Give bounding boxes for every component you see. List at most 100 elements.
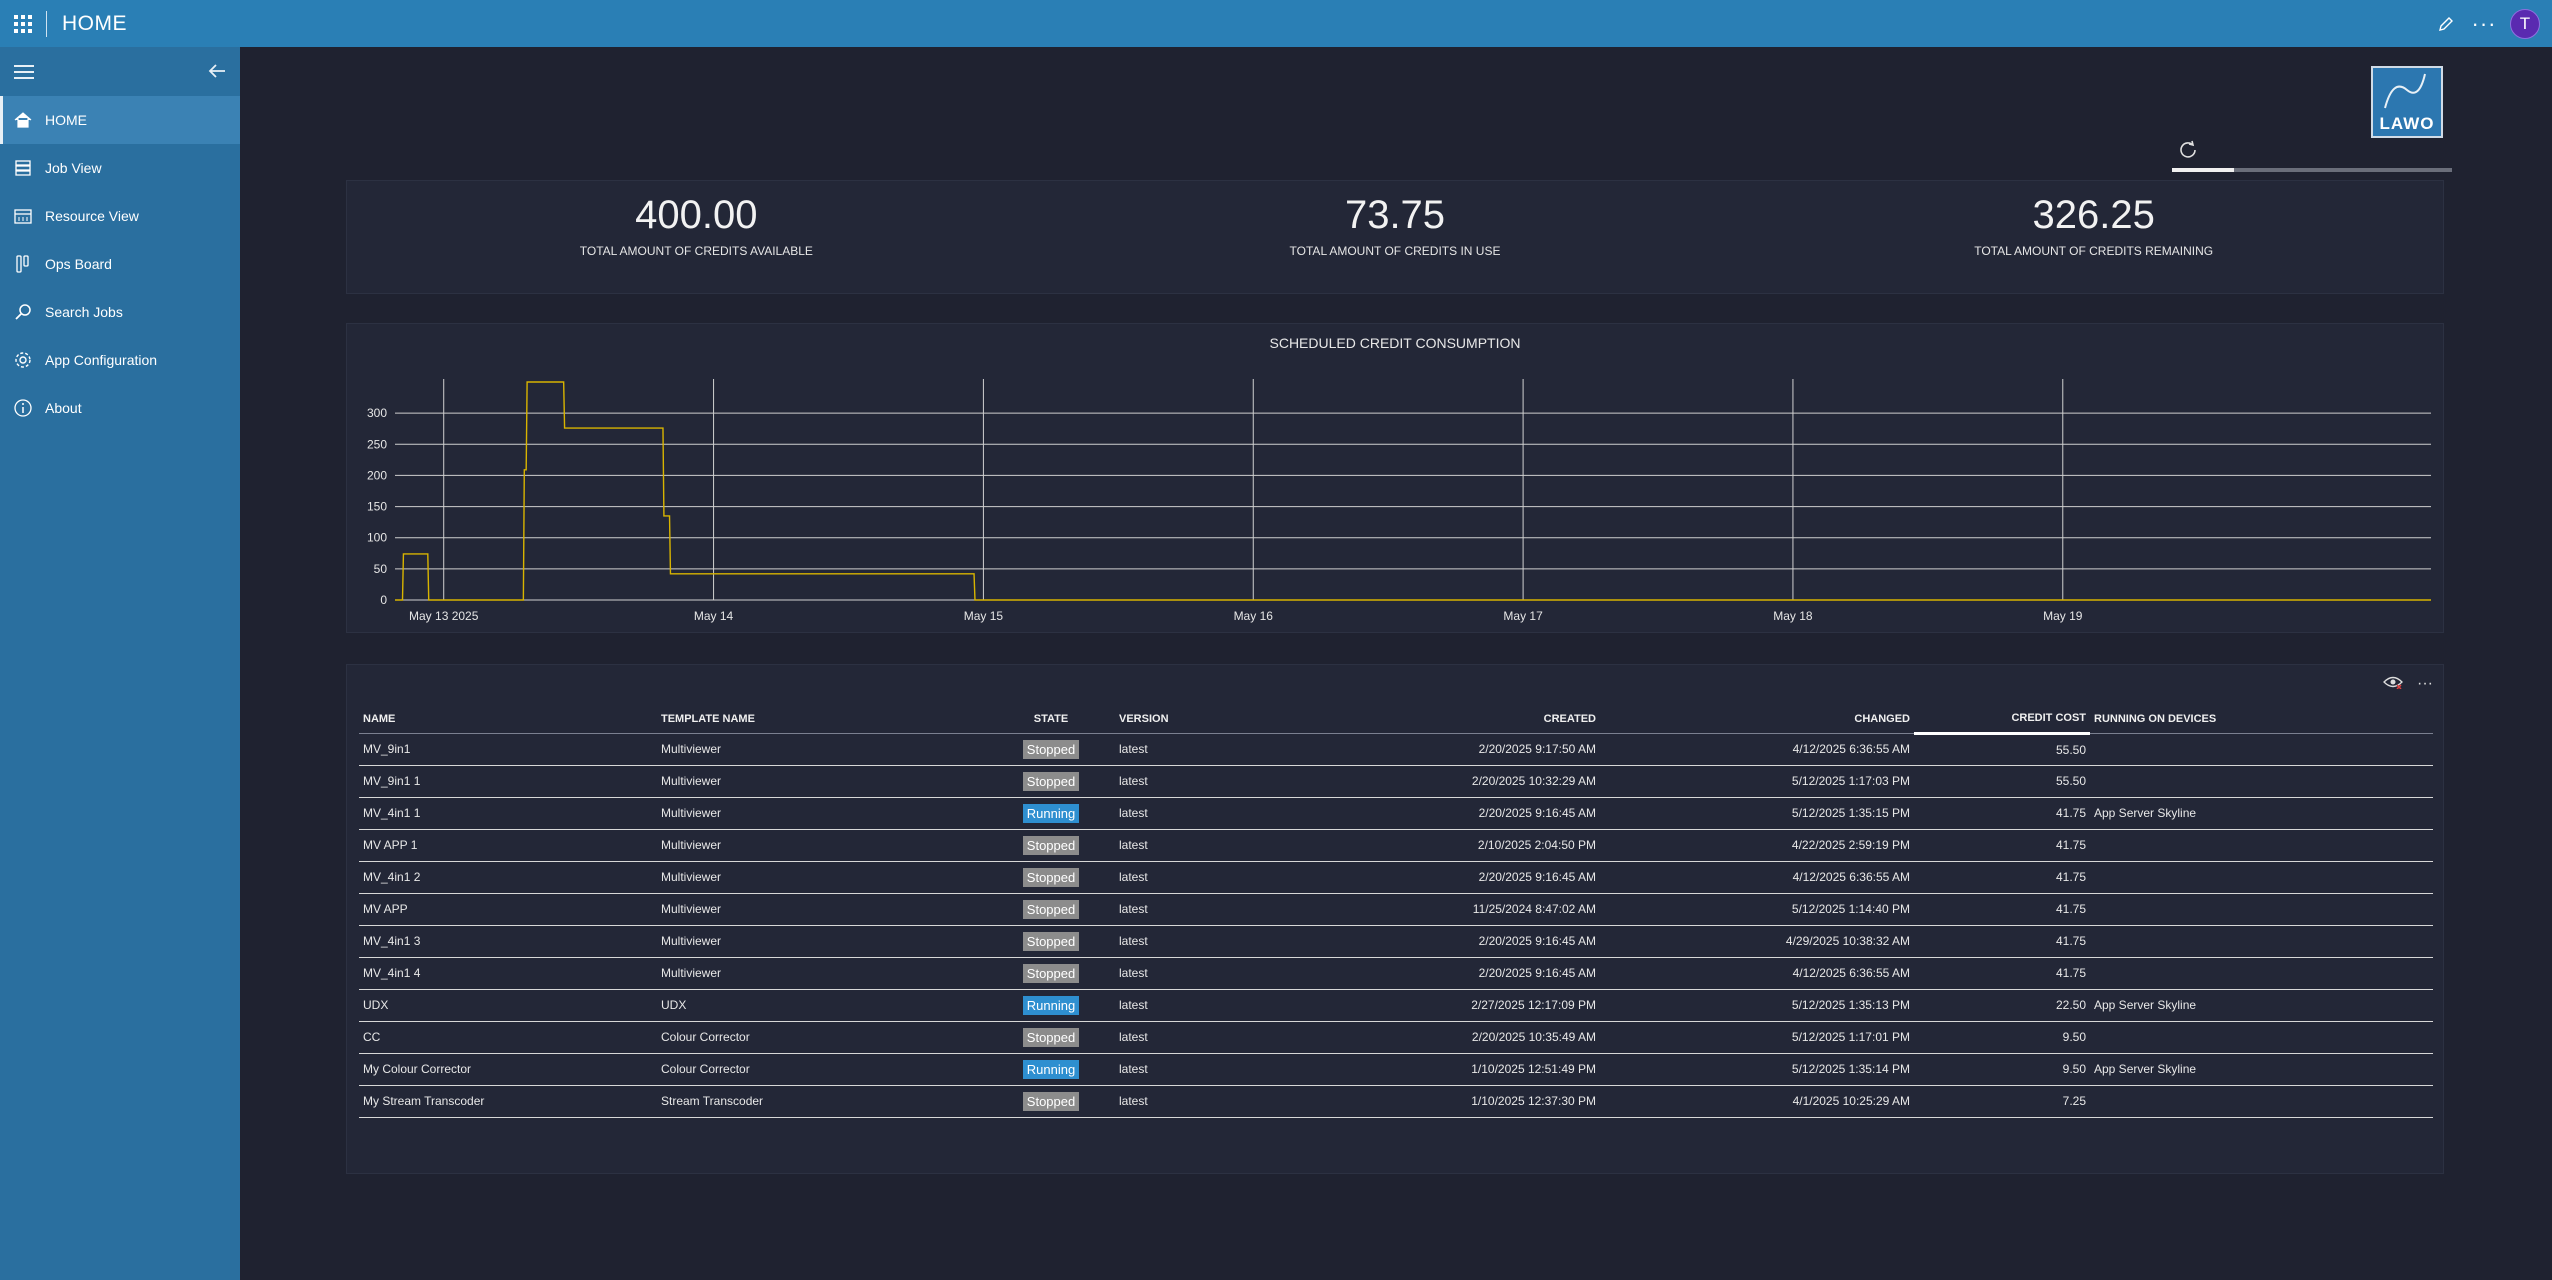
hamburger-icon[interactable] xyxy=(14,64,34,79)
table-row[interactable]: MV_9in1 Multiviewer Stopped latest 2/20/2025… xyxy=(359,733,2433,766)
table-row[interactable]: MV_4in1 1 Multiviewer Running latest 2/20/20… xyxy=(359,797,2433,830)
cell-name: UDX xyxy=(359,989,657,1022)
sidebar-item-home[interactable]: HOME xyxy=(0,96,240,144)
cell-name: MV APP 1 xyxy=(359,829,657,862)
cell-changed: 5/12/2025 1:35:13 PM xyxy=(1600,989,1914,1022)
cell-running-on-devices: App Server Skyline xyxy=(2090,1053,2433,1086)
cell-running-on-devices xyxy=(2090,957,2433,990)
x-tick-label: May 16 xyxy=(1234,609,1274,623)
cell-name: MV_4in1 3 xyxy=(359,925,657,958)
app-launcher-icon[interactable] xyxy=(0,0,46,47)
sidebar-item-app-configuration[interactable]: App Configuration xyxy=(0,336,240,384)
cell-version: latest xyxy=(1115,925,1190,958)
kpi-value: 400.00 xyxy=(635,193,758,237)
cell-state: Stopped xyxy=(987,1021,1115,1054)
logo-text: LAWO xyxy=(2379,114,2435,133)
cell-version: latest xyxy=(1115,765,1190,798)
sidebar-item-search-jobs[interactable]: Search Jobs xyxy=(0,288,240,336)
x-tick-label: May 15 xyxy=(964,609,1004,623)
column-header-credit-cost[interactable]: CREDIT COST xyxy=(1914,705,2090,735)
cell-template-name: Colour Corrector xyxy=(657,1021,987,1054)
cell-running-on-devices xyxy=(2090,861,2433,894)
column-header-name[interactable]: NAME xyxy=(359,705,657,734)
table-row[interactable]: MV_4in1 4 Multiviewer Stopped latest 2/20/20… xyxy=(359,957,2433,990)
status-badge: Stopped xyxy=(1022,771,1080,791)
y-tick-label: 150 xyxy=(367,500,387,514)
status-badge: Stopped xyxy=(1022,1027,1080,1047)
edit-icon[interactable] xyxy=(2428,0,2464,47)
column-header-running-on-devices[interactable]: RUNNING ON DEVICES xyxy=(2090,705,2433,734)
y-tick-label: 0 xyxy=(380,593,387,607)
status-badge: Stopped xyxy=(1022,899,1080,919)
table-row[interactable]: MV APP 1 Multiviewer Stopped latest 2/10/202… xyxy=(359,829,2433,862)
cell-template-name: Multiviewer xyxy=(657,733,987,766)
calendar-icon xyxy=(13,206,33,226)
y-tick-label: 100 xyxy=(367,531,387,545)
cell-state: Running xyxy=(987,989,1115,1022)
table-row[interactable]: CC Colour Corrector Stopped latest 2/20/2025… xyxy=(359,1021,2433,1054)
table-row[interactable]: MV_9in1 1 Multiviewer Stopped latest 2/20/20… xyxy=(359,765,2433,798)
page-title: HOME xyxy=(62,11,127,35)
collapse-arrow-icon[interactable] xyxy=(208,59,226,85)
cell-credit-cost: 41.75 xyxy=(1914,829,2090,862)
cell-template-name: Multiviewer xyxy=(657,829,987,862)
cell-credit-cost: 41.75 xyxy=(1914,925,2090,958)
cell-template-name: Multiviewer xyxy=(657,765,987,798)
cell-credit-cost: 41.75 xyxy=(1914,893,2090,926)
cell-version: latest xyxy=(1115,989,1190,1022)
search-icon xyxy=(13,302,33,322)
visibility-toggle-icon[interactable] xyxy=(2383,675,2403,694)
table-more-icon[interactable]: ··· xyxy=(2417,675,2433,692)
cell-running-on-devices: App Server Skyline xyxy=(2090,797,2433,830)
sidebar-item-job-view[interactable]: Job View xyxy=(0,144,240,192)
sidebar-item-about[interactable]: About xyxy=(0,384,240,432)
cell-created: 2/20/2025 10:32:29 AM xyxy=(1190,765,1600,798)
sidebar-item-label: Job View xyxy=(45,160,102,176)
kpi-credits-in-use: 73.75 TOTAL AMOUNT OF CREDITS IN USE xyxy=(1046,181,1745,293)
sidebar-item-label: HOME xyxy=(45,112,87,128)
avatar[interactable]: T xyxy=(2510,8,2540,39)
top-bar: HOME ··· T xyxy=(0,0,2552,47)
cell-template-name: Multiviewer xyxy=(657,957,987,990)
column-header-template-name[interactable]: TEMPLATE NAME xyxy=(657,705,987,734)
table-header-row: NAME TEMPLATE NAME STATE VERSION CREATED… xyxy=(359,705,2433,735)
sidebar-item-resource-view[interactable]: Resource View xyxy=(0,192,240,240)
cell-version: latest xyxy=(1115,861,1190,894)
cell-running-on-devices xyxy=(2090,829,2433,862)
kpi-value: 326.25 xyxy=(2032,193,2155,237)
cell-changed: 4/12/2025 6:36:55 AM xyxy=(1600,957,1914,990)
column-header-state[interactable]: STATE xyxy=(987,705,1115,734)
column-header-version[interactable]: VERSION xyxy=(1115,705,1190,734)
sidebar-item-label: About xyxy=(45,400,82,416)
kpi-credits-available: 400.00 TOTAL AMOUNT OF CREDITS AVAILABLE xyxy=(347,181,1046,293)
table-row[interactable]: MV_4in1 2 Multiviewer Stopped latest 2/20/20… xyxy=(359,861,2433,894)
status-badge: Stopped xyxy=(1022,739,1080,759)
cell-state: Stopped xyxy=(987,861,1115,894)
more-options-icon[interactable]: ··· xyxy=(2471,10,2497,36)
cell-created: 2/20/2025 9:16:45 AM xyxy=(1190,957,1600,990)
cell-created: 11/25/2024 8:47:02 AM xyxy=(1190,893,1600,926)
sidebar-item-label: Search Jobs xyxy=(45,304,123,320)
column-header-changed[interactable]: CHANGED xyxy=(1600,705,1914,734)
status-badge: Stopped xyxy=(1022,867,1080,887)
sidebar-item-ops-board[interactable]: Ops Board xyxy=(0,240,240,288)
lawo-logo: LAWO xyxy=(2371,66,2443,138)
table-row[interactable]: UDX UDX Running latest 2/27/2025 12:17:09 PM… xyxy=(359,989,2433,1022)
refresh-icon[interactable] xyxy=(2178,140,2200,162)
kpi-label: TOTAL AMOUNT OF CREDITS IN USE xyxy=(1289,244,1501,258)
x-tick-label: May 17 xyxy=(1503,609,1543,623)
table-row[interactable]: MV APP Multiviewer Stopped latest 11/25/2024… xyxy=(359,893,2433,926)
cell-created: 2/20/2025 9:16:45 AM xyxy=(1190,861,1600,894)
cell-credit-cost: 55.50 xyxy=(1914,765,2090,798)
cell-state: Stopped xyxy=(987,1085,1115,1118)
credit-consumption-line xyxy=(395,381,2431,601)
cell-running-on-devices xyxy=(2090,765,2433,798)
cell-created: 2/20/2025 10:35:49 AM xyxy=(1190,1021,1600,1054)
cell-credit-cost: 55.50 xyxy=(1914,733,2090,766)
cell-template-name: Multiviewer xyxy=(657,893,987,926)
column-header-created[interactable]: CREATED xyxy=(1190,705,1600,734)
table-row[interactable]: MV_4in1 3 Multiviewer Stopped latest 2/20/20… xyxy=(359,925,2433,958)
kpi-credits-remaining: 326.25 TOTAL AMOUNT OF CREDITS REMAINING xyxy=(1744,181,2443,293)
table-row[interactable]: My Stream Transcoder Stream Transcoder Sto… xyxy=(359,1085,2433,1118)
table-row[interactable]: My Colour Corrector Colour Corrector Runni… xyxy=(359,1053,2433,1086)
